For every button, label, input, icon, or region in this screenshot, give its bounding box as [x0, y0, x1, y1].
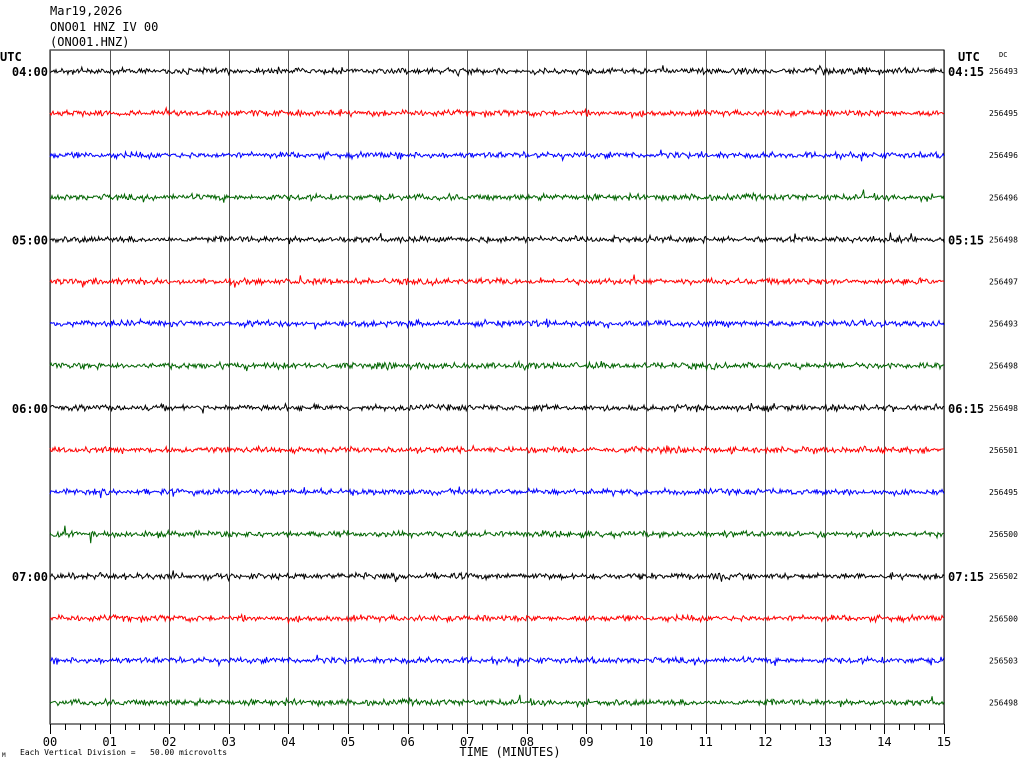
x-tick-label: 09: [579, 735, 593, 749]
dc-value-label: 256493: [989, 320, 1018, 329]
dc-value-label: 256493: [989, 67, 1018, 76]
dc-value-label: 256503: [989, 656, 1018, 665]
trace-line: [49, 317, 945, 330]
division-label: Each Vertical Division =: [20, 748, 136, 757]
trace-line: [49, 189, 945, 204]
x-tick-label: 11: [698, 735, 712, 749]
trace-line: [49, 274, 945, 288]
dc-value-label: 256498: [989, 404, 1018, 413]
grid-layer: [49, 49, 945, 734]
trace-line: [49, 694, 945, 709]
x-tick-label: 12: [758, 735, 772, 749]
trace-line: [49, 402, 945, 414]
left-hour-label: 07:00: [12, 570, 48, 584]
left-hour-label: 06:00: [12, 402, 48, 416]
division-value: 50.00 microvolts: [150, 748, 228, 757]
x-tick-label: 15: [937, 735, 951, 749]
trace-line: [49, 612, 945, 625]
dc-value-label: 256495: [989, 488, 1018, 497]
x-tick-label: 00: [43, 735, 57, 749]
trace-line: [49, 444, 945, 456]
x-tick-label: 07: [460, 735, 474, 749]
trace-layer: [49, 64, 945, 709]
label-layer: 00 01 02 03 04 05 06 07 08 09 10 11 12 13 14 15 TIME (MI…: [0, 50, 1018, 759]
trace-line: [49, 654, 945, 668]
x-tick-label: 13: [818, 735, 832, 749]
right-utc-label: UTC: [958, 50, 980, 64]
trace-line: [49, 486, 945, 499]
trace-line: [49, 359, 945, 372]
dc-value-label: 256502: [989, 572, 1018, 581]
x-tick-label: 02: [162, 735, 176, 749]
trace-line: [49, 149, 945, 163]
right-hour-label: 05:15: [948, 233, 984, 247]
corner-mark: M: [2, 752, 6, 759]
x-tick-label: 06: [400, 735, 414, 749]
x-tick-label: 10: [639, 735, 653, 749]
trace-line: [50, 232, 945, 245]
plot-frame: [49, 49, 945, 725]
dc-value-label: 256497: [989, 278, 1018, 287]
left-utc-label: UTC: [0, 50, 22, 64]
dc-value-label: 256501: [989, 446, 1018, 455]
right-hour-label: 07:15: [948, 570, 984, 584]
division-note: Each Vertical Division = 50.00 microvolt…: [20, 748, 227, 757]
x-tick-label: 01: [102, 735, 116, 749]
trace-line: [49, 64, 945, 77]
left-hour-label: 04:00: [12, 65, 48, 79]
trace-line: [49, 570, 945, 583]
date-label: Mar19,2026: [50, 4, 123, 18]
x-tick-label: 08: [520, 735, 534, 749]
dc-value-label: 256496: [989, 151, 1018, 160]
channel-label: (ONO01.HNZ): [50, 35, 130, 49]
dc-value-label: 256500: [989, 614, 1018, 623]
right-hour-label: 04:15: [948, 65, 984, 79]
station-label: ONO01 HNZ IV 00: [50, 20, 159, 34]
trace-line: [49, 105, 945, 120]
x-tick-label: 03: [222, 735, 236, 749]
dc-value-label: 256498: [989, 362, 1018, 371]
x-tick-label: 14: [877, 735, 891, 749]
dc-value-label: 256495: [989, 109, 1018, 118]
dc-header-label: DC: [999, 51, 1007, 59]
right-hour-label: 06:15: [948, 402, 984, 416]
left-hour-label: 05:00: [12, 233, 48, 247]
x-axis-label: TIME (MINUTES): [459, 745, 560, 759]
x-tick-label: 04: [281, 735, 295, 749]
dc-value-label: 256500: [989, 530, 1018, 539]
dc-value-label: 256498: [989, 235, 1018, 244]
dc-value-label: 256496: [989, 193, 1018, 202]
trace-line: [49, 525, 945, 544]
x-tick-label: 05: [341, 735, 355, 749]
dc-value-label: 256498: [989, 699, 1018, 708]
